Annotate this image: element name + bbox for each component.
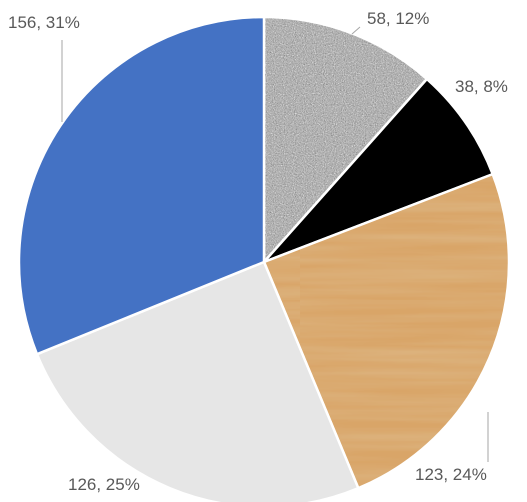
data-label-1: 58, 12% xyxy=(367,9,429,28)
pie-slice-5 xyxy=(17,15,266,356)
data-label-5: 156, 31% xyxy=(8,13,80,32)
data-label-4: 126, 25% xyxy=(68,475,140,494)
pie-slice-3 xyxy=(262,172,511,490)
pie-slice-1 xyxy=(262,15,429,264)
pie-slice-2 xyxy=(262,77,494,264)
leader-line-1 xyxy=(351,26,361,35)
data-label-3: 123, 24% xyxy=(415,465,487,484)
data-label-2: 38, 8% xyxy=(455,77,508,96)
